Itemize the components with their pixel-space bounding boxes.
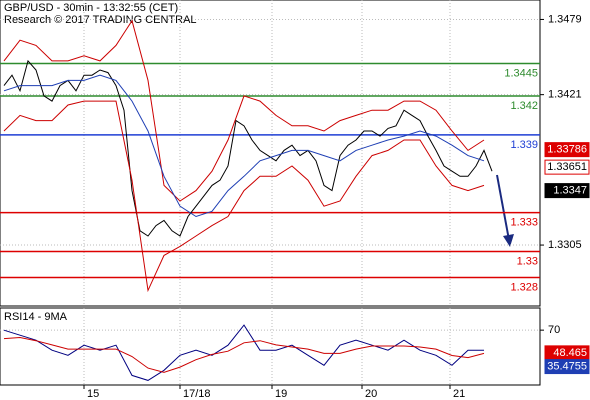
price-tag-label: 1.33651 xyxy=(547,161,587,173)
x-tick-label: 20 xyxy=(365,388,377,400)
price-tag-box xyxy=(544,183,590,199)
x-tick-label: 19 xyxy=(275,388,287,400)
rsi-panel xyxy=(0,307,541,386)
rsi-title: RSI14 - 9MA xyxy=(4,311,68,323)
level-label: 1.339 xyxy=(510,139,538,151)
level-label: 1.342 xyxy=(510,100,538,112)
y-tick-label: 1.3305 xyxy=(548,239,582,251)
y-tick-label: 1.3421 xyxy=(548,89,582,101)
forecast-arrowhead xyxy=(503,234,514,247)
x-tick-label: 17/18 xyxy=(183,388,211,400)
series-line xyxy=(3,59,493,237)
series-line xyxy=(3,100,485,293)
price-tag-label: 1.33786 xyxy=(547,144,587,156)
level-label: 1.328 xyxy=(510,281,538,293)
series-line xyxy=(3,74,485,218)
price-panel xyxy=(0,0,541,307)
x-tick-label: 21 xyxy=(453,388,465,400)
series-line xyxy=(3,19,485,202)
level-label: 1.333 xyxy=(510,217,538,229)
chart-title: GBP/USD - 30min - 13:32:55 (CET) xyxy=(4,2,178,14)
price-tag-label: 35.4755 xyxy=(547,360,587,372)
series-line xyxy=(3,336,485,373)
forecast-arrow xyxy=(496,174,510,241)
price-tag-label: 1.3347 xyxy=(553,185,587,197)
chart-subtitle: Research © 2017 TRADING CENTRAL xyxy=(4,14,197,26)
y-tick-label: 1.3479 xyxy=(548,13,582,25)
price-tag-box xyxy=(544,142,590,158)
price-tag-box xyxy=(544,359,590,375)
series-line xyxy=(3,324,484,381)
x-tick-label: 15 xyxy=(87,388,99,400)
level-label: 1.33 xyxy=(517,255,538,267)
y-tick-label: 70 xyxy=(548,324,560,336)
price-tag-label: 48.465 xyxy=(553,347,587,359)
price-tag-box xyxy=(544,159,590,175)
level-label: 1.3445 xyxy=(504,67,538,79)
